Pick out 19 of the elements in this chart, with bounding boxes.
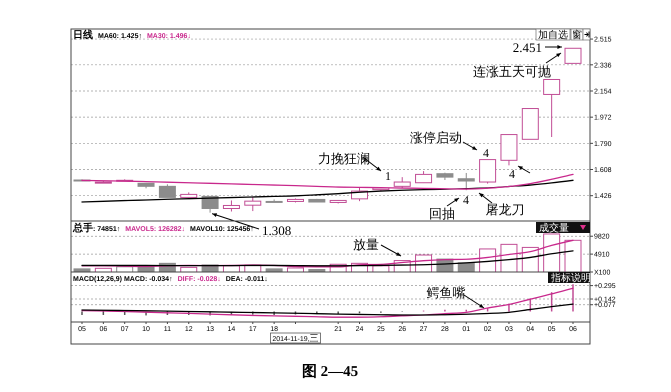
- annotation: 4: [483, 146, 489, 160]
- annotation: 1: [385, 169, 391, 183]
- annotation: 加自选: [538, 29, 568, 41]
- annotation: 窗: [572, 29, 582, 41]
- annotation: 成交量: [539, 222, 569, 234]
- annotation: 指标说明: [550, 272, 591, 284]
- annotation: 回抽: [429, 206, 455, 221]
- annotation: 连涨五天可抛: [473, 64, 551, 79]
- annotation: 2.451: [512, 40, 542, 55]
- annotation: 鳄鱼嘴: [426, 285, 466, 300]
- annotation: 力挽狂澜: [318, 151, 370, 166]
- annotation: 1.308: [262, 223, 292, 238]
- caption: 图 2—45: [302, 364, 358, 380]
- annotation: 屠龙刀: [486, 202, 524, 217]
- annotation: 日线: [73, 29, 93, 41]
- annotation: 4: [463, 193, 469, 207]
- annotation: 涨停启动: [410, 130, 462, 145]
- annotation: 4: [509, 167, 515, 181]
- annotation: 放量: [353, 237, 379, 252]
